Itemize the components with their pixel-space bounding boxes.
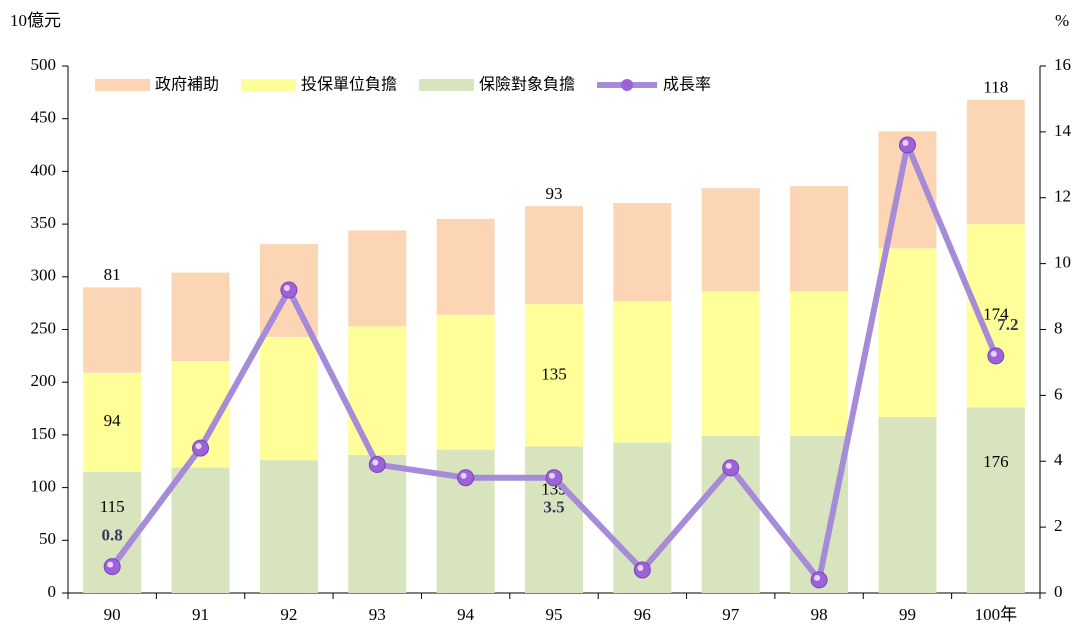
- line-data-label: 7.2: [997, 315, 1018, 334]
- bar-segment: [83, 372, 142, 472]
- x-tick-label: 91: [192, 605, 209, 624]
- x-tick-label: 93: [369, 605, 386, 624]
- x-tick-label: 99: [899, 605, 916, 624]
- marker-shine: [107, 561, 114, 568]
- bar-segment: [171, 467, 230, 593]
- marker-shine: [549, 472, 555, 479]
- x-tick-label: 96: [634, 605, 651, 624]
- legend-label: 保險對象負擔: [479, 75, 575, 94]
- data-label: 135: [541, 364, 567, 383]
- data-label: 115: [100, 497, 125, 516]
- x-tick-label: 97: [722, 605, 740, 624]
- y-tick-label: 0: [48, 582, 57, 601]
- y-tick-label: 350: [31, 213, 57, 232]
- y-tick-label: 100: [31, 477, 57, 496]
- bar-segment: [525, 446, 583, 593]
- bar-segment: [348, 454, 407, 593]
- x-tick-label: 94: [457, 605, 475, 624]
- data-label: 174: [983, 305, 1009, 324]
- bar-segment: [613, 203, 672, 302]
- y2-tick-label: 16: [1054, 55, 1071, 74]
- bar-segment: [259, 336, 318, 461]
- legend-label: 成長率: [663, 75, 711, 94]
- marker-shine: [372, 459, 379, 466]
- bar-segment: [348, 326, 407, 455]
- legend-swatch: [95, 79, 150, 91]
- data-label: 81: [104, 265, 121, 284]
- y-tick-label: 150: [31, 424, 57, 443]
- data-label: 176: [983, 452, 1009, 471]
- bar-segment: [436, 314, 495, 450]
- legend-marker: [621, 79, 634, 91]
- line-data-label: 3.5: [543, 498, 564, 517]
- bar-segment: [701, 291, 760, 436]
- y2-tick-label: 14: [1054, 121, 1072, 140]
- legend-label: 政府補助: [155, 75, 219, 94]
- marker-shine: [460, 472, 467, 479]
- x-tick-label: 95: [546, 605, 563, 624]
- y2-tick-label: 2: [1054, 516, 1063, 535]
- y2-tick-label: 12: [1054, 187, 1071, 206]
- bar-segment: [790, 186, 849, 292]
- bar-segment: [171, 272, 230, 362]
- bar-segment: [966, 99, 1025, 225]
- marker-shine: [725, 462, 732, 469]
- marker-shine: [195, 443, 202, 450]
- data-label: 118: [983, 78, 1008, 97]
- y-tick-label: 500: [31, 55, 57, 74]
- bar-segment: [436, 218, 495, 315]
- legend-swatch: [419, 79, 475, 91]
- x-tick-label: 92: [280, 605, 297, 624]
- x-tick-label: 98: [811, 605, 828, 624]
- marker-shine: [902, 140, 909, 147]
- marker-shine: [637, 564, 644, 571]
- bar-segment: [525, 304, 583, 447]
- y-axis-label: 10億元: [10, 11, 61, 30]
- data-label: 94: [104, 411, 122, 430]
- marker-shine: [283, 284, 290, 291]
- marker-shine: [814, 574, 821, 581]
- y-tick-label: 400: [31, 160, 57, 179]
- marker-shine: [990, 350, 997, 357]
- y2-tick-label: 4: [1054, 450, 1063, 469]
- bar-segment: [525, 206, 583, 305]
- legend-label: 投保單位負擔: [301, 75, 397, 94]
- data-label: 93: [546, 184, 563, 203]
- bar-segment: [878, 416, 937, 593]
- y2-tick-label: 8: [1054, 318, 1063, 337]
- bar-segment: [878, 248, 937, 417]
- y-tick-label: 300: [31, 266, 57, 285]
- bar-segment: [701, 188, 760, 292]
- y2-tick-label: 0: [1054, 582, 1063, 601]
- y-tick-label: 50: [39, 529, 56, 548]
- legend-swatch: [241, 79, 297, 91]
- bar-segment: [259, 460, 318, 593]
- bar-segment: [348, 230, 407, 327]
- y-tick-label: 250: [31, 318, 57, 337]
- y-tick-label: 200: [31, 371, 57, 390]
- x-tick-label: 90: [104, 605, 121, 624]
- x-tick-label: 100年: [975, 605, 1018, 624]
- y-tick-label: 450: [31, 108, 57, 127]
- y2-tick-label: 10: [1054, 253, 1071, 272]
- line-data-label: 0.8: [102, 526, 123, 545]
- bar-segment: [83, 287, 142, 373]
- y2-axis-label: %: [1055, 11, 1069, 30]
- bar-segment: [966, 407, 1025, 593]
- bar-segment: [790, 291, 849, 436]
- bar-segment: [613, 301, 672, 443]
- y2-tick-label: 6: [1054, 384, 1063, 403]
